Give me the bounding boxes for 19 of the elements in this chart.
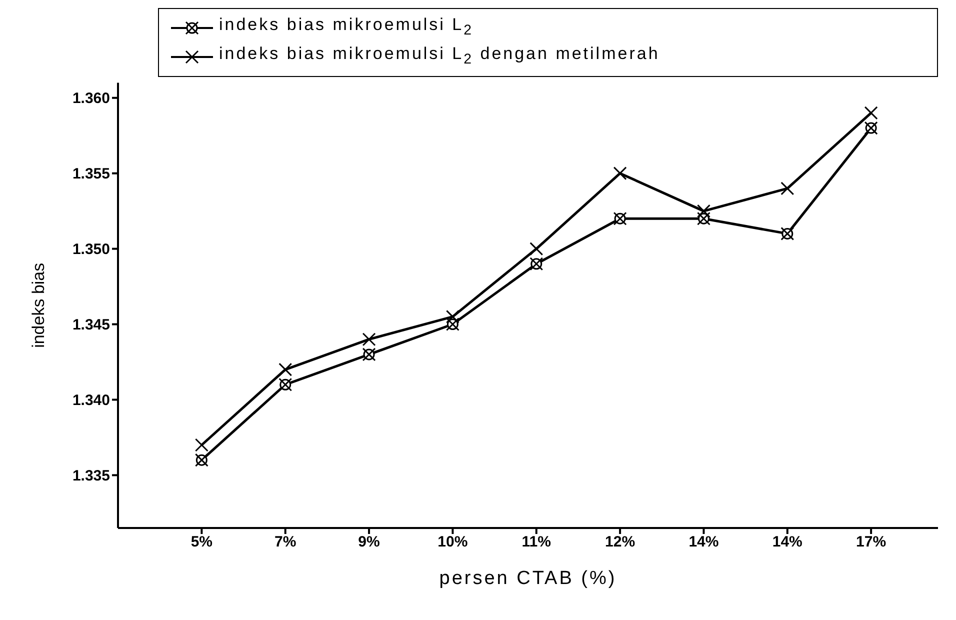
x-tick-label: 10% (438, 534, 468, 551)
y-tick-label: 1.345 (72, 316, 110, 334)
y-tick-label: 1.335 (72, 468, 110, 484)
y-tick-label: 1.360 (72, 90, 110, 108)
y-tick-label: 1.355 (72, 166, 110, 183)
x-axis-title: persen CTAB (%) (439, 568, 617, 589)
x-tick-label: 11% (522, 534, 551, 551)
x-tick-label: 7% (274, 534, 296, 551)
y-tick-label: 1.340 (72, 392, 110, 410)
x-tick-label: 9% (358, 534, 380, 551)
y-tick-label: 1.350 (72, 241, 110, 258)
x-tick-label: 5% (190, 534, 213, 551)
x-tick-label: 17% (856, 534, 886, 551)
x-tick-label: 14% (688, 534, 719, 551)
x-tick-label: 12% (605, 534, 636, 551)
legend-label: indeks bias mikroemulsi L$_{2}$ (219, 14, 474, 40)
legend-label: indeks bias mikroemulsi L$_{2}$ dengan metilmerah (219, 43, 660, 70)
y-axis-title: indeks bias (29, 262, 48, 348)
x-tick-label: 14% (772, 534, 802, 551)
